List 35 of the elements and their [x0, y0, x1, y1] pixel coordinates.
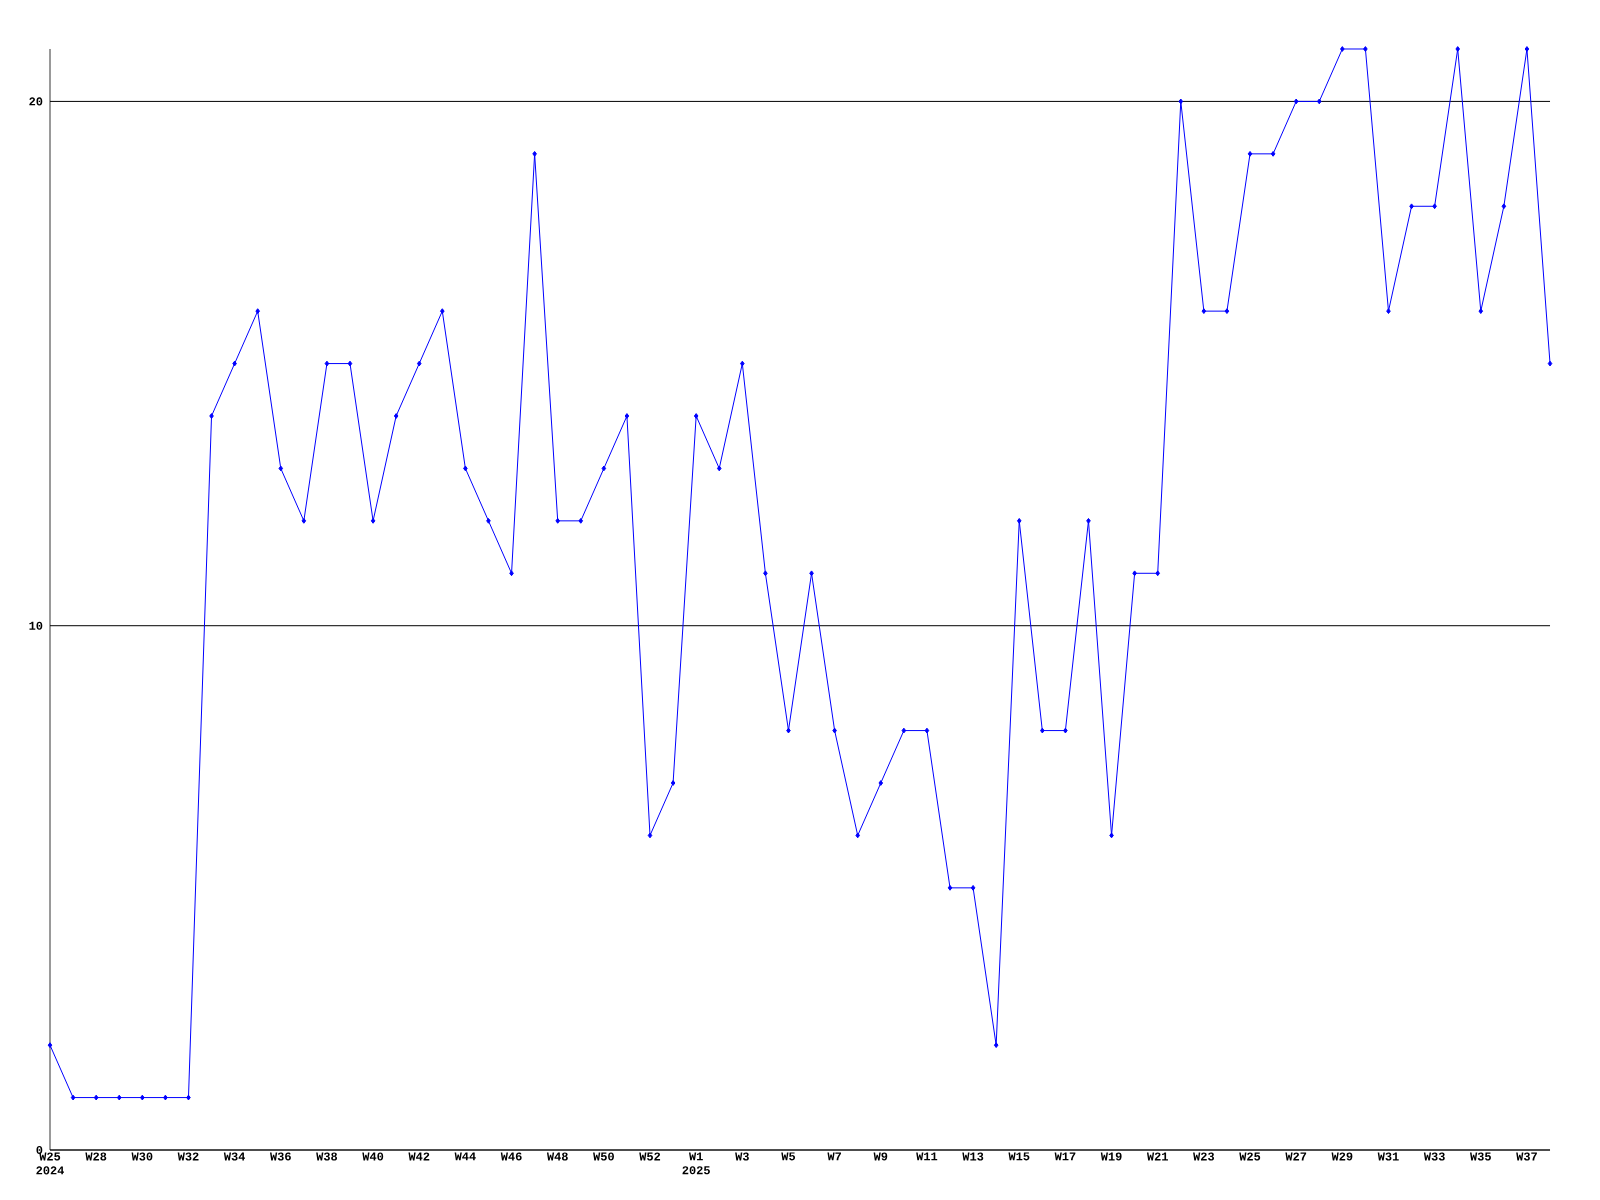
x-tick-label: W13 [962, 1152, 984, 1161]
y-tick-label: 0 [36, 1145, 43, 1155]
x-tick-label: W40 [362, 1152, 384, 1161]
x-tick-label: W25 [1239, 1152, 1261, 1161]
x-tick-label: W3 [735, 1152, 749, 1161]
x-tick-label: W36 [270, 1152, 291, 1161]
x-tick-label: W11 [916, 1152, 938, 1161]
x-tick-label: W48 [546, 1152, 568, 1161]
x-tick-label: W7 [827, 1152, 841, 1161]
x-tick-label: W17 [1054, 1152, 1076, 1161]
x-tick-label: W33 [1423, 1152, 1445, 1161]
x-tick-label: W37 [1516, 1152, 1537, 1161]
x-tick-label: W34 [223, 1152, 246, 1161]
x-tick-label: W15 [1008, 1152, 1030, 1161]
x-tick-label: W28 [85, 1152, 107, 1161]
y-tick-label: 10 [29, 621, 43, 630]
x-tick-label: W44 [454, 1152, 476, 1161]
x-tick-label: W5 [781, 1152, 796, 1161]
y-tick-label: 20 [29, 97, 43, 106]
x-tick-label: W9 [873, 1152, 888, 1161]
x-tick-label: W42 [408, 1152, 430, 1161]
x-tick-label: W27 [1285, 1152, 1307, 1161]
x-tick-label: W23 [1193, 1152, 1215, 1161]
x-tick-label: W30 [131, 1152, 153, 1161]
x-tick-label: W32 [177, 1152, 199, 1161]
x-tick-label: W50 [593, 1152, 614, 1161]
x-tick-label: W31 [1377, 1152, 1399, 1161]
x-tick-label: W35 [1470, 1152, 1491, 1161]
x-tick-label: W1 2025 [682, 1152, 710, 1175]
x-tick-label: W29 [1331, 1152, 1353, 1161]
x-tick-label: W21 [1146, 1152, 1168, 1161]
x-tick-label: W52 [639, 1152, 661, 1161]
x-tick-label: W38 [316, 1152, 338, 1161]
x-tick-label: W46 [500, 1152, 522, 1161]
x-tick-label: W19 [1100, 1152, 1122, 1161]
